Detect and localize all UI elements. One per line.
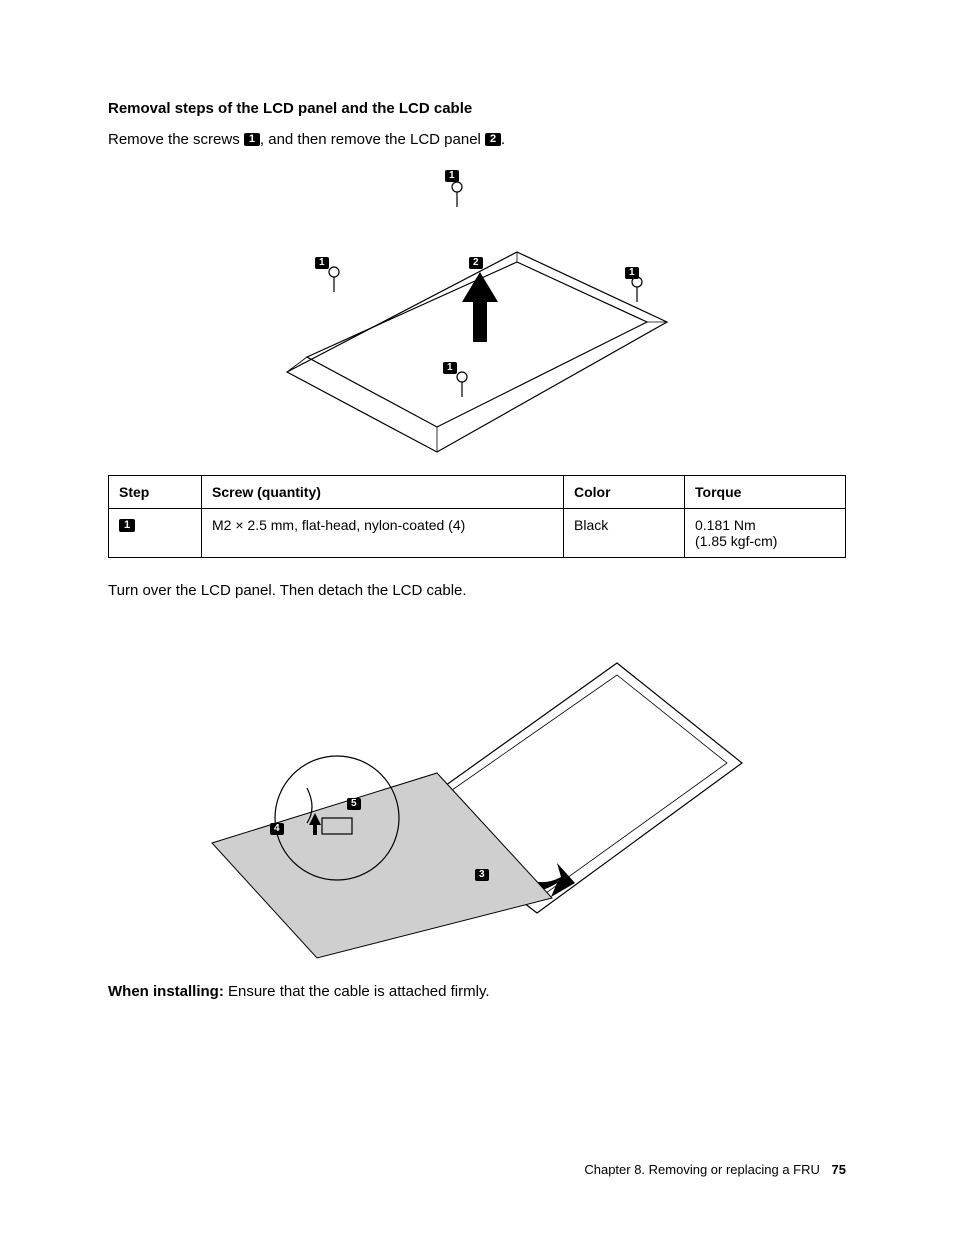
screw-table: Step Screw (quantity) Color Torque 1 M2 … <box>108 475 846 558</box>
figure-1-svg <box>267 162 687 457</box>
fig1-callout-1d: 1 <box>443 362 457 374</box>
manual-page: Removal steps of the LCD panel and the L… <box>0 0 954 1235</box>
callout-1-inline: 1 <box>244 133 260 146</box>
fig1-callout-1c: 1 <box>625 267 639 279</box>
figure-1-art: 1 1 1 1 2 <box>267 162 687 457</box>
footer-page-number: 75 <box>832 1162 846 1177</box>
table-header-row: Step Screw (quantity) Color Torque <box>109 476 846 509</box>
page-footer: Chapter 8. Removing or replacing a FRU 7… <box>584 1162 846 1177</box>
th-color: Color <box>564 476 685 509</box>
torque-line2: (1.85 kgf-cm) <box>695 533 835 549</box>
figure-2-svg <box>197 613 757 963</box>
fig1-callout-1b: 1 <box>445 170 459 182</box>
section-heading: Removal steps of the LCD panel and the L… <box>108 100 846 117</box>
figure-1: 1 1 1 1 2 <box>108 162 846 457</box>
table-row: 1 M2 × 2.5 mm, flat-head, nylon-coated (… <box>109 509 846 558</box>
step-callout: 1 <box>119 519 135 532</box>
mid-paragraph: Turn over the LCD panel. Then detach the… <box>108 580 846 601</box>
th-torque: Torque <box>685 476 846 509</box>
footer-chapter: Chapter 8. Removing or replacing a FRU <box>584 1162 820 1177</box>
installing-text: Ensure that the cable is attached firmly… <box>224 983 490 1000</box>
th-screw: Screw (quantity) <box>202 476 564 509</box>
fig1-callout-2: 2 <box>469 257 483 269</box>
callout-2-inline: 2 <box>485 133 501 146</box>
installing-label: When installing: <box>108 983 224 1000</box>
cell-step: 1 <box>109 509 202 558</box>
figure-2-art: 3 4 5 <box>197 613 757 963</box>
cell-torque: 0.181 Nm (1.85 kgf-cm) <box>685 509 846 558</box>
fig2-callout-4: 4 <box>270 823 284 835</box>
fig2-callout-3: 3 <box>475 869 489 881</box>
fig1-callout-1a: 1 <box>315 257 329 269</box>
cell-screw: M2 × 2.5 mm, flat-head, nylon-coated (4) <box>202 509 564 558</box>
cell-color: Black <box>564 509 685 558</box>
intro-paragraph: Remove the screws 1, and then remove the… <box>108 129 846 150</box>
installing-note: When installing: Ensure that the cable i… <box>108 981 846 1002</box>
figure-2: 3 4 5 <box>108 613 846 963</box>
intro-text-3: . <box>501 131 505 148</box>
intro-text-2: , and then remove the LCD panel <box>260 131 485 148</box>
fig2-callout-5: 5 <box>347 798 361 810</box>
torque-line1: 0.181 Nm <box>695 517 756 533</box>
th-step: Step <box>109 476 202 509</box>
intro-text-1: Remove the screws <box>108 131 244 148</box>
